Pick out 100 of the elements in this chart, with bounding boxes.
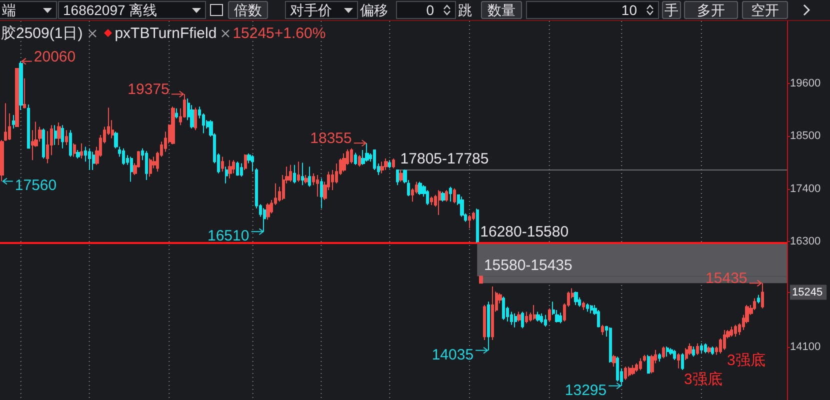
- candlestick: [658, 352, 661, 362]
- candlestick: [441, 191, 445, 202]
- candlestick: [677, 352, 680, 369]
- candlestick: [396, 168, 399, 186]
- annotation: 19375: [128, 81, 170, 98]
- candlestick: [54, 124, 57, 146]
- annotation: 15245+1.60%: [232, 24, 326, 42]
- candlestick: [544, 314, 547, 328]
- candlestick: [304, 174, 308, 184]
- candlestick: [476, 208, 479, 244]
- candlestick: [251, 154, 254, 172]
- candlestick: [388, 160, 391, 169]
- candlestick: [723, 329, 726, 350]
- candlestick: [57, 122, 61, 146]
- candlestick: [130, 156, 133, 182]
- y-tick-label: 17400: [790, 182, 821, 195]
- candlestick: [685, 348, 688, 360]
- candlestick: [149, 158, 152, 178]
- candlestick: [468, 214, 471, 229]
- candlestick: [662, 346, 665, 359]
- candlestick: [650, 354, 654, 374]
- candlestick: [514, 312, 517, 328]
- band-label: 16280-15580: [480, 224, 569, 241]
- candlestick: [438, 190, 441, 216]
- candlestick: [27, 104, 30, 149]
- candlestick: [681, 352, 684, 371]
- candlestick: [236, 161, 239, 176]
- candlestick: [487, 301, 490, 351]
- candlestick: [289, 164, 292, 182]
- candlestick: [502, 296, 505, 320]
- candlestick: [301, 162, 304, 186]
- candlestick: [354, 152, 357, 166]
- candlestick: [392, 158, 395, 169]
- candlestick: [263, 208, 266, 232]
- annotation: 17560: [14, 177, 57, 194]
- candlestick: [707, 346, 711, 354]
- candlestick: [76, 150, 80, 159]
- candlestick: [479, 276, 483, 284]
- candlestick: [692, 346, 695, 358]
- candlestick: [244, 154, 247, 170]
- candlestick: [643, 354, 646, 362]
- candlestick: [80, 142, 83, 159]
- button: 倍数: [228, 1, 268, 19]
- chart-title: 胶2509(1日): [1, 24, 83, 42]
- candlestick: [711, 346, 714, 356]
- candlestick: [612, 354, 616, 368]
- candlestick: [647, 354, 650, 374]
- candlestick: [430, 196, 433, 206]
- candlestick: [384, 158, 388, 170]
- candlestick: [19, 60, 23, 110]
- candlestick: [449, 186, 452, 202]
- y-tick-label: 16300: [790, 236, 821, 248]
- candlestick: [293, 164, 296, 184]
- candlestick: [194, 107, 197, 131]
- candlestick: [297, 161, 300, 182]
- candlestick: [240, 162, 243, 178]
- text: 跳: [458, 2, 472, 18]
- annotation: 3强底: [684, 371, 722, 388]
- y-tick-label: 15245: [792, 286, 823, 298]
- dropdown: 端: [0, 1, 57, 19]
- annotation: 20060: [34, 48, 76, 66]
- candlestick: [673, 349, 676, 360]
- candlestick: [350, 148, 353, 164]
- candlestick: [491, 286, 494, 341]
- candlestick: [4, 102, 7, 142]
- candlestick: [753, 298, 756, 311]
- candlestick: [65, 130, 68, 146]
- candlestick: [228, 160, 232, 179]
- candlestick: [453, 188, 456, 204]
- candlestick: [757, 294, 760, 304]
- candlestick: [69, 130, 72, 158]
- button: 空开: [742, 1, 788, 19]
- button: 多开: [684, 1, 738, 19]
- annotation: 16510: [208, 228, 250, 245]
- candlestick: [73, 142, 76, 158]
- annotation: 14035: [432, 346, 474, 364]
- candlestick: [358, 154, 361, 168]
- candlestick: [696, 342, 699, 356]
- candlestick: [704, 342, 707, 354]
- candlestick: [342, 152, 346, 172]
- candlestick: [445, 190, 448, 202]
- candlestick: [574, 291, 578, 306]
- candlestick: [12, 114, 15, 129]
- candlestick: [559, 312, 562, 324]
- candlestick: [730, 326, 733, 338]
- annotation: 18355: [310, 130, 352, 148]
- annotation: 3强底: [727, 352, 766, 369]
- candlestick: [225, 166, 228, 184]
- candlestick: [586, 302, 589, 312]
- candlestick: [666, 346, 669, 358]
- candlestick: [601, 324, 604, 336]
- band-label: 17805-17785: [400, 150, 489, 168]
- candlestick: [92, 151, 95, 170]
- number-field: 10: [526, 1, 659, 19]
- dropdown: 对手价: [285, 1, 358, 19]
- chart-subtitle: pxTBTurnFfield: [114, 24, 217, 42]
- candlestick: [171, 106, 175, 145]
- candlestick: [122, 148, 125, 166]
- candlestick: [590, 304, 593, 314]
- candlestick: [734, 324, 737, 338]
